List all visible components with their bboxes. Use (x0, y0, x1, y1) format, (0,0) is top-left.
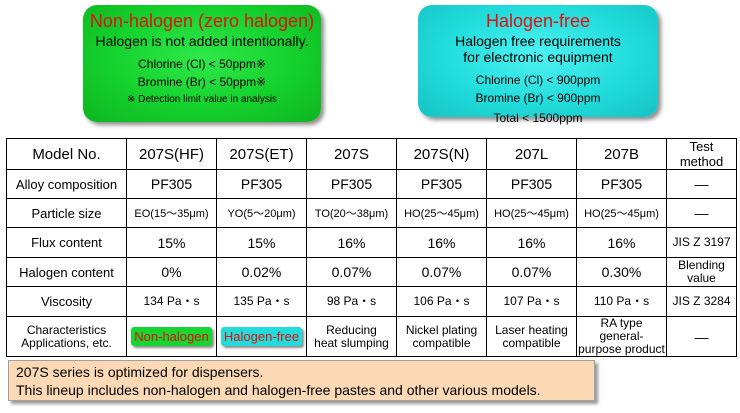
characteristics-label-1: Characteristics (26, 322, 107, 337)
table-cell: Reducing heat slumping (306, 316, 397, 357)
header-test-method: Test method (666, 138, 737, 170)
table-cell: PF305 (486, 169, 577, 199)
table-cell: 16% (486, 227, 577, 258)
cell-line: heat slumping (314, 335, 389, 350)
halogen-free-badge: Halogen-free (220, 327, 303, 346)
header-model-no: Model No. (6, 138, 127, 170)
cell-line: Reducing (326, 322, 377, 337)
table-cell: 0.30% (576, 257, 667, 287)
characteristics-label-2: Applications, etc. (21, 335, 112, 350)
table-cell: JIS Z 3284 (666, 286, 737, 317)
table-row: Particle size EO(15～35μm) YO(5～20μm) TO(… (6, 198, 737, 228)
halogen-free-subtitle-2: for electronic equipment (463, 49, 613, 65)
table-header-row: Model No. 207S(HF) 207S(ET) 207S 207S(N)… (6, 138, 737, 170)
table-cell: 106 Pa・s (396, 286, 487, 317)
table-cell: Nickel plating compatible (396, 316, 487, 357)
table-cell: 0% (126, 257, 217, 287)
table-cell: ― (666, 169, 737, 199)
halogen-free-subtitle-1: Halogen free requirements (455, 33, 621, 49)
cell-line: Laser heating (495, 322, 568, 337)
table-cell: 134 Pa・s (126, 286, 217, 317)
header-207s: 207S (306, 138, 397, 170)
note-line-1: 207S series is optimized for dispensers. (16, 364, 264, 380)
table-cell: TO(20～38μm) (306, 198, 397, 228)
table-cell: 16% (576, 227, 667, 258)
halogen-free-chlorine: Chlorine (Cl) < 900ppm (475, 73, 601, 87)
table-cell: ― (666, 316, 737, 357)
table-row: Flux content 15% 15% 16% 16% 16% 16% JIS… (6, 227, 737, 258)
table-cell: ― (666, 198, 737, 228)
non-halogen-note: ※ Detection limit value in analysis (126, 94, 278, 105)
row-label: Particle size (6, 198, 127, 228)
table-row: Halogen content 0% 0.02% 0.07% 0.07% 0.0… (6, 257, 737, 287)
cell-line: RA type general- (599, 316, 644, 343)
table-cell: 107 Pa・s (486, 286, 577, 317)
table-cell: 0.07% (396, 257, 487, 287)
table-cell: PF305 (396, 169, 487, 199)
table-cell: EO(15～35μm) (126, 198, 217, 228)
table-cell: 16% (396, 227, 487, 258)
table-cell: 16% (306, 227, 397, 258)
table-cell: 0.07% (486, 257, 577, 287)
non-halogen-chlorine: Chlorine (Cl) < 50ppm※ (138, 57, 266, 71)
table-cell: Laser heating compatible (486, 316, 577, 357)
cell-line: purpose product (578, 342, 665, 356)
table-cell: HO(25～45μm) (486, 198, 577, 228)
table-row: Alloy composition PF305 PF305 PF305 PF30… (6, 169, 737, 199)
table-cell: 110 Pa・s (576, 286, 667, 317)
header-207s-hf: 207S(HF) (126, 138, 217, 170)
non-halogen-badge: Non-halogen (131, 327, 212, 346)
note-line-2: This lineup includes non-halogen and hal… (16, 382, 541, 398)
cell-line: Nickel plating (405, 322, 478, 337)
table-cell: 135 Pa・s (216, 286, 307, 317)
halogen-free-total: Total < 1500ppm (493, 111, 583, 125)
table-cell: YO(5～20μm) (216, 198, 307, 228)
table-row: Viscosity 134 Pa・s 135 Pa・s 98 Pa・s 106 … (6, 286, 737, 317)
halogen-free-bromine: Bromine (Br) < 900ppm (475, 91, 601, 105)
row-label: Alloy composition (6, 169, 127, 199)
table-cell: PF305 (576, 169, 667, 199)
table-cell: 15% (216, 227, 307, 258)
halogen-free-title: Halogen-free (485, 11, 591, 31)
table-cell: PF305 (306, 169, 397, 199)
table-cell: 0.07% (306, 257, 397, 287)
table-cell: Blending value (666, 257, 737, 287)
header-207s-n: 207S(N) (396, 138, 487, 170)
row-label: Halogen content (6, 257, 127, 287)
table-cell: Halogen-free (216, 316, 307, 357)
note-box: 207S series is optimized for dispensers.… (8, 360, 595, 401)
header-207b: 207B (576, 138, 667, 170)
table-cell: PF305 (216, 169, 307, 199)
table-cell: 98 Pa・s (306, 286, 397, 317)
table-cell: Non-halogen (126, 316, 217, 357)
header-207l: 207L (486, 138, 577, 170)
row-label: Viscosity (6, 286, 127, 317)
table-cell: 15% (126, 227, 217, 258)
table-cell: HO(25～45μm) (576, 198, 667, 228)
non-halogen-box: Non-halogen (zero halogen) Halogen is no… (83, 5, 321, 122)
row-label-characteristics: Characteristics Applications, etc. (6, 316, 127, 357)
row-label: Flux content (6, 227, 127, 258)
spec-table: Model No. 207S(HF) 207S(ET) 207S 207S(N)… (6, 138, 737, 357)
non-halogen-title: Non-halogen (zero halogen) (89, 11, 315, 31)
non-halogen-subtitle: Halogen is not added intentionally. (95, 33, 309, 49)
table-row-characteristics: Characteristics Applications, etc. Non-h… (6, 316, 737, 357)
cell-line: compatible (502, 335, 561, 350)
halogen-free-box: Halogen-free Halogen free requirements f… (418, 5, 658, 125)
header-207s-et: 207S(ET) (216, 138, 307, 170)
table-cell: PF305 (126, 169, 217, 199)
table-cell: 0.02% (216, 257, 307, 287)
table-cell: JIS Z 3197 (666, 227, 737, 258)
table-cell: RA type general- purpose product (576, 316, 667, 357)
cell-line: compatible (412, 335, 471, 350)
non-halogen-bromine: Bromine (Br) < 50ppm※ (137, 75, 267, 89)
table-cell: HO(25～45μm) (396, 198, 487, 228)
